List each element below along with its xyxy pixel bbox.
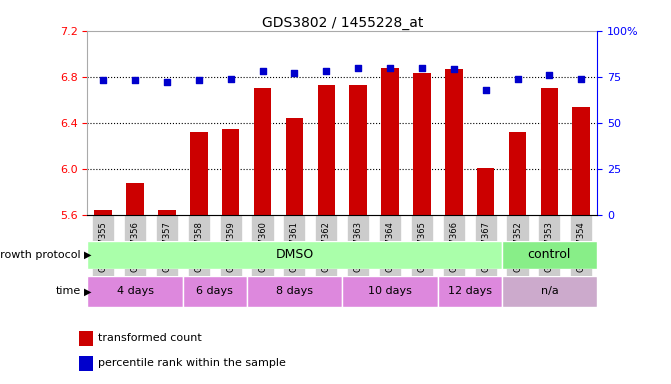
Point (384, 65, 395, 71)
Bar (183, 276, 247, 307)
Bar (541, 88, 558, 215)
Text: percentile rank within the sample: percentile rank within the sample (98, 358, 286, 368)
Point (193, 78, 204, 84)
Point (225, 76, 236, 82)
Text: 8 days: 8 days (276, 286, 313, 296)
Text: time: time (55, 286, 81, 296)
Point (512, 76, 523, 82)
Bar (502, 241, 597, 269)
Bar (413, 73, 431, 215)
Text: DMSO: DMSO (275, 248, 313, 262)
Text: 10 days: 10 days (368, 286, 412, 296)
Bar (247, 276, 342, 307)
Bar (79, 356, 93, 371)
Title: GDS3802 / 1455228_at: GDS3802 / 1455228_at (262, 16, 423, 30)
Point (162, 79, 172, 85)
Point (321, 68, 331, 74)
Text: ▶: ▶ (84, 250, 91, 260)
Point (448, 66, 459, 73)
Bar (572, 107, 590, 215)
Bar (87, 276, 183, 307)
Bar (350, 85, 367, 215)
Text: transformed count: transformed count (98, 333, 202, 343)
Bar (342, 276, 438, 307)
Bar (254, 88, 271, 215)
Text: growth protocol: growth protocol (0, 250, 81, 260)
Text: ▶: ▶ (84, 286, 91, 296)
Point (98, 78, 109, 84)
Point (130, 78, 140, 84)
Text: n/a: n/a (541, 286, 558, 296)
Point (417, 65, 427, 71)
Bar (509, 132, 526, 215)
Text: 4 days: 4 days (117, 286, 154, 296)
Point (576, 76, 586, 82)
Point (257, 68, 268, 74)
Bar (222, 129, 240, 215)
Bar (381, 68, 399, 215)
Bar (477, 168, 495, 215)
Text: 12 days: 12 days (448, 286, 492, 296)
Point (480, 87, 491, 93)
Text: control: control (527, 248, 571, 262)
Bar (126, 183, 144, 215)
Bar (190, 132, 207, 215)
Bar (445, 69, 462, 215)
Text: 6 days: 6 days (197, 286, 233, 296)
Bar (286, 118, 303, 215)
Point (353, 65, 364, 71)
Point (544, 72, 555, 78)
Bar (95, 210, 112, 215)
Bar (317, 85, 335, 215)
Bar (87, 241, 502, 269)
Bar (438, 276, 502, 307)
Bar (158, 210, 176, 215)
Bar (79, 331, 93, 346)
Bar (502, 276, 597, 307)
Point (289, 70, 300, 76)
